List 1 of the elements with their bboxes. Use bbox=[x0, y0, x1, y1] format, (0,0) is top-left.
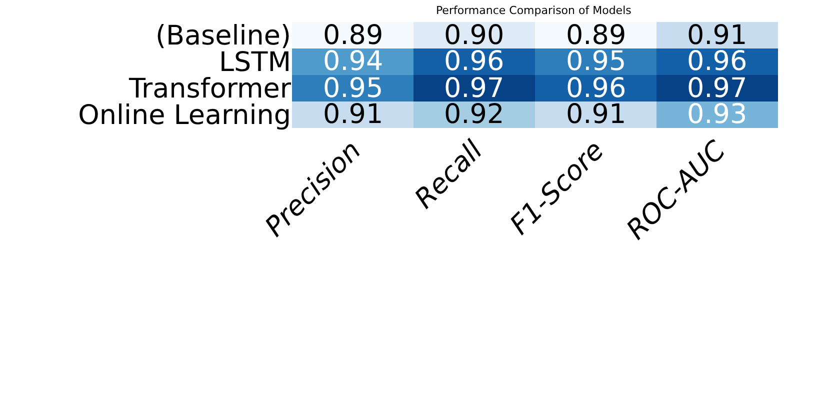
chart-title: Performance Comparison of Models bbox=[436, 4, 632, 17]
